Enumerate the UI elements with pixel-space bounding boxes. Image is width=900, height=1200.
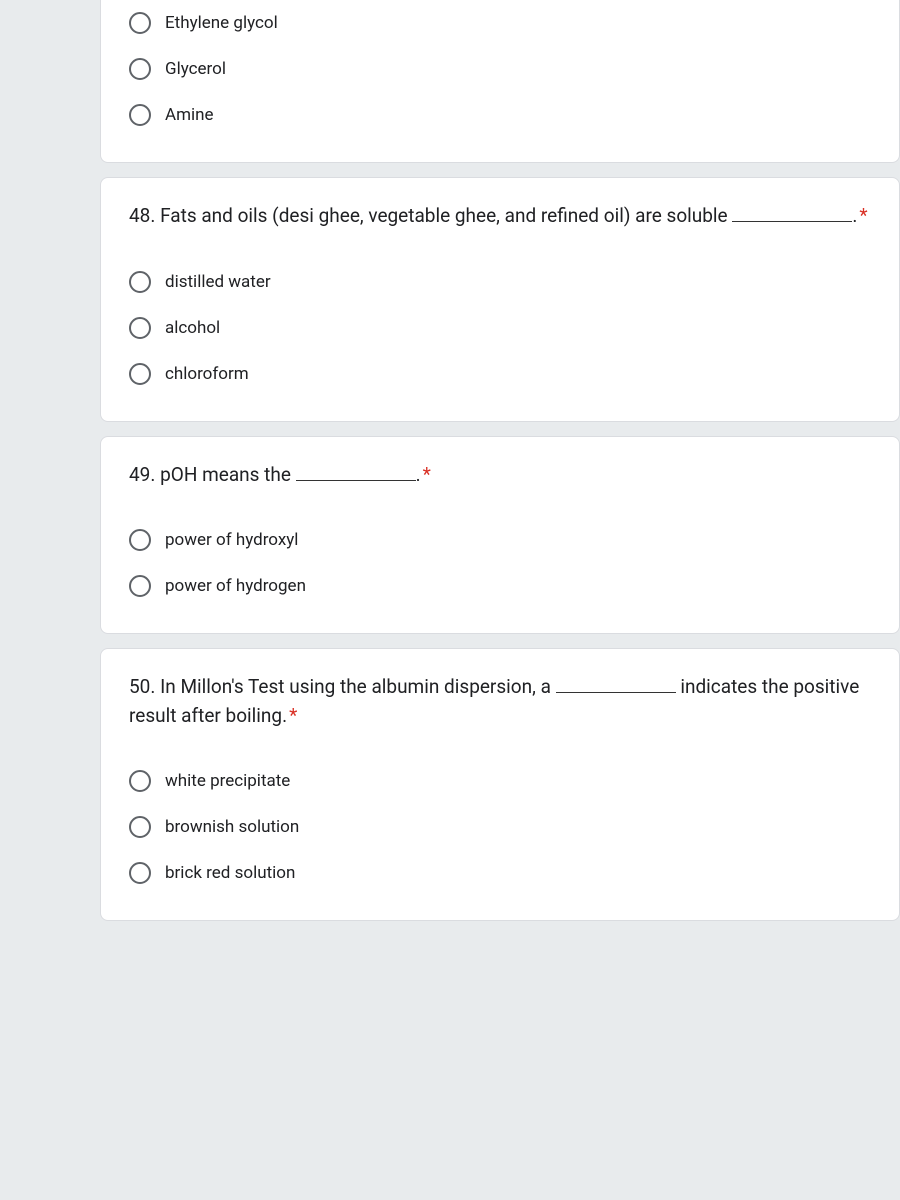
option-row[interactable]: brick red solution	[129, 850, 871, 896]
radio-icon	[129, 363, 151, 385]
option-label: brick red solution	[165, 863, 295, 883]
option-row[interactable]: white precipitate	[129, 758, 871, 804]
option-label: distilled water	[165, 272, 271, 292]
option-row[interactable]: distilled water	[129, 259, 871, 305]
required-asterisk: *	[859, 204, 867, 227]
radio-icon	[129, 575, 151, 597]
option-row[interactable]: power of hydrogen	[129, 563, 871, 609]
radio-icon	[129, 58, 151, 80]
option-label: power of hydroxyl	[165, 530, 298, 550]
option-label: brownish solution	[165, 817, 299, 837]
question-text-after: .	[852, 204, 857, 227]
question-card-47: Ethylene glycol Glycerol Amine	[100, 0, 900, 163]
option-row[interactable]: alcohol	[129, 305, 871, 351]
question-text: 50. In Millon's Test using the albumin d…	[129, 673, 871, 730]
radio-icon	[129, 317, 151, 339]
option-label: white precipitate	[165, 771, 290, 791]
question-text-before: 50. In Millon's Test using the albumin d…	[129, 675, 556, 698]
question-card-48: 48. Fats and oils (desi ghee, vegetable …	[100, 177, 900, 422]
option-label: Amine	[165, 105, 214, 125]
question-text-before: 49. pOH means the	[129, 463, 296, 486]
option-row[interactable]: power of hydroxyl	[129, 517, 871, 563]
question-text: 48. Fats and oils (desi ghee, vegetable …	[129, 202, 871, 231]
radio-icon	[129, 271, 151, 293]
option-row[interactable]: Glycerol	[129, 46, 871, 92]
blank-line	[556, 674, 676, 693]
option-row[interactable]: Ethylene glycol	[129, 0, 871, 46]
required-asterisk: *	[289, 704, 297, 727]
question-card-49: 49. pOH means the .* power of hydroxyl p…	[100, 436, 900, 635]
blank-line	[296, 462, 416, 481]
option-label: Ethylene glycol	[165, 13, 278, 33]
option-row[interactable]: chloroform	[129, 351, 871, 397]
option-label: chloroform	[165, 364, 249, 384]
radio-icon	[129, 816, 151, 838]
radio-icon	[129, 12, 151, 34]
radio-icon	[129, 862, 151, 884]
option-row[interactable]: brownish solution	[129, 804, 871, 850]
question-text-before: 48. Fats and oils (desi ghee, vegetable …	[129, 204, 732, 227]
option-label: Glycerol	[165, 59, 226, 79]
radio-icon	[129, 529, 151, 551]
question-text-after: .	[416, 463, 421, 486]
required-asterisk: *	[423, 463, 431, 486]
option-label: power of hydrogen	[165, 576, 306, 596]
question-card-50: 50. In Millon's Test using the albumin d…	[100, 648, 900, 921]
radio-icon	[129, 770, 151, 792]
option-row[interactable]: Amine	[129, 92, 871, 138]
blank-line	[732, 203, 852, 222]
radio-icon	[129, 104, 151, 126]
question-text: 49. pOH means the .*	[129, 461, 871, 490]
option-label: alcohol	[165, 318, 220, 338]
